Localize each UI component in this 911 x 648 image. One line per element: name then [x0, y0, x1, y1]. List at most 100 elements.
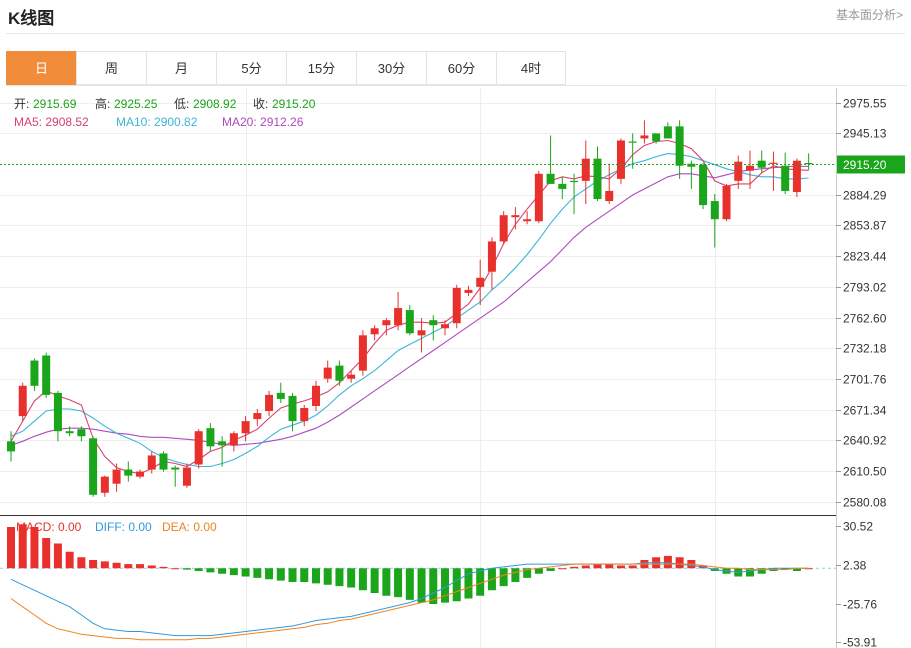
macd-tick-label: -25.76	[843, 598, 877, 612]
candle	[171, 465, 180, 487]
macd-bar	[100, 561, 109, 569]
macd-bar	[182, 568, 191, 570]
candle-body	[394, 308, 403, 326]
macd-bar	[523, 568, 532, 578]
candle	[605, 163, 614, 205]
candle	[7, 431, 15, 462]
candle-body	[546, 173, 555, 184]
candle-body	[405, 310, 414, 334]
candle	[745, 150, 754, 189]
candle	[159, 451, 168, 472]
candle-body	[429, 320, 438, 326]
tab-4h[interactable]: 4时	[496, 51, 566, 85]
price-tick-label: 2640.92	[843, 434, 887, 448]
candle-body	[769, 162, 778, 164]
candle	[663, 122, 672, 139]
candle-body	[112, 469, 121, 484]
macd-bar	[147, 565, 156, 569]
candle	[276, 382, 285, 403]
fundamental-analysis-link[interactable]: 基本面分析>	[835, 8, 903, 22]
candle-body	[523, 219, 532, 222]
macd-bar	[300, 568, 309, 582]
candle-body	[7, 441, 15, 452]
candle	[112, 463, 121, 492]
last-price-marker: 2915.20	[0, 155, 905, 174]
candle	[53, 390, 62, 442]
candle	[570, 173, 579, 215]
candle	[89, 436, 98, 497]
candle	[722, 183, 731, 222]
candle-body	[452, 287, 461, 324]
tab-month[interactable]: 月	[146, 51, 216, 85]
header: K线图 基本面分析>	[0, 0, 911, 30]
candle-body	[804, 163, 813, 165]
macd-bar	[769, 568, 778, 571]
candle-body	[347, 374, 356, 379]
candle	[394, 291, 403, 331]
candle-body	[441, 324, 450, 329]
candle-body	[745, 165, 754, 171]
macd-bar	[687, 560, 696, 569]
macd-bar	[546, 568, 555, 571]
page-title: K线图	[8, 9, 55, 28]
candle	[18, 382, 27, 422]
candle-body	[311, 385, 320, 406]
candle	[300, 404, 309, 427]
candle	[699, 162, 708, 210]
candle-body	[265, 394, 274, 412]
candle-body	[171, 467, 180, 470]
price-tick-label: 2793.02	[843, 281, 887, 295]
macd-bar	[159, 566, 168, 569]
candle-body	[335, 365, 344, 381]
macd-bar	[323, 568, 332, 585]
price-tick-label: 2884.29	[843, 189, 887, 203]
macd-bar	[487, 568, 496, 591]
candle-body	[206, 428, 215, 447]
candle-body	[663, 126, 672, 139]
macd-tick-label: -53.91	[843, 636, 877, 648]
high-value: 2925.25	[114, 97, 158, 111]
candle-body	[499, 215, 508, 242]
candle-body	[194, 431, 203, 465]
macd-bar	[570, 566, 579, 569]
candle-body	[18, 385, 27, 417]
tab-day[interactable]: 日	[6, 51, 76, 85]
price-tick-label: 2762.60	[843, 312, 887, 326]
candle	[417, 318, 426, 353]
tab-week[interactable]: 周	[76, 51, 146, 85]
tab-5min[interactable]: 5分	[216, 51, 286, 85]
candle-body	[370, 328, 379, 335]
ohlc-info: 开: 2915.69 高: 2925.25 低: 2908.92 收: 2915…	[14, 96, 316, 111]
candle	[136, 469, 145, 479]
candle	[382, 318, 391, 336]
tab-60min[interactable]: 60分	[426, 51, 496, 85]
macd-bar	[605, 564, 614, 569]
candle	[206, 423, 215, 452]
candle-body	[159, 453, 168, 470]
macd-bar	[405, 568, 414, 600]
macd-bar	[65, 551, 74, 569]
macd-bar	[417, 568, 426, 603]
macd-bar	[781, 568, 790, 570]
macd-bar	[229, 568, 238, 576]
macd-bar	[194, 568, 203, 571]
low-value: 2908.92	[193, 97, 237, 111]
candle	[452, 284, 461, 329]
candle	[30, 358, 39, 391]
price-tick-label: 2671.34	[843, 404, 887, 418]
macd-bar	[30, 527, 39, 569]
macd-bar	[358, 568, 367, 591]
dea-line	[10, 563, 809, 641]
tab-30min[interactable]: 30分	[356, 51, 426, 85]
candle-body	[241, 421, 250, 434]
candle-body	[616, 140, 625, 179]
candle-body	[218, 441, 227, 446]
candle-body	[30, 360, 39, 386]
candle-body	[570, 180, 579, 183]
candle	[429, 315, 438, 341]
tab-15min[interactable]: 15分	[286, 51, 356, 85]
macd-bar	[18, 524, 27, 569]
macd-bar	[616, 565, 625, 569]
candle	[229, 431, 238, 452]
